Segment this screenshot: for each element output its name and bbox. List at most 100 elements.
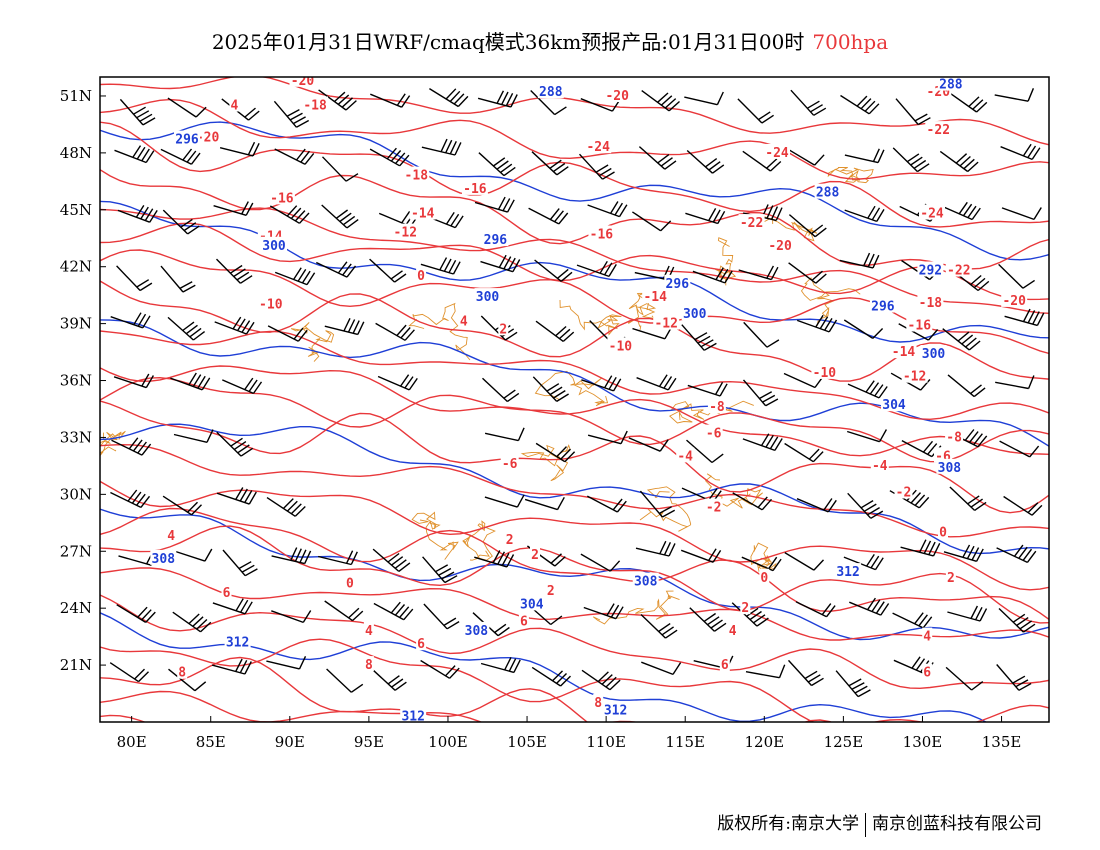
temperature-label-bg (704, 424, 723, 440)
wind-barb (114, 145, 155, 164)
wind-barb-feather (558, 328, 571, 340)
wind-barb-feather (139, 282, 153, 292)
height-label: 312 (401, 709, 424, 724)
wind-barb (535, 442, 576, 463)
wind-barb-shaft (586, 495, 618, 513)
title-main: 2025年01月31日WRF/cmaq模式36km预报产品:01月31日00时 (211, 30, 805, 54)
temperature-label: -6 (706, 427, 722, 442)
wind-barb-shaft (429, 88, 459, 108)
wind-barb-shaft (893, 659, 926, 675)
wind-barb-feather (233, 441, 247, 450)
wind-barb-feather (560, 448, 572, 460)
lat-tick-label: 42N (60, 258, 92, 276)
wind-barb (738, 265, 779, 281)
wind-barb (784, 442, 824, 463)
wind-barb-shaft (117, 209, 150, 223)
wind-barb-feather (503, 256, 512, 270)
wind-barb (788, 214, 827, 238)
height-label: 288 (816, 186, 840, 201)
wind-barb-feather (962, 203, 973, 217)
wind-barb-shaft (784, 442, 814, 463)
wind-barb-feather (976, 101, 988, 113)
height-label: 308 (634, 575, 658, 590)
wind-barb-shaft (578, 153, 604, 180)
wind-barb-feather (975, 548, 984, 562)
temperature-label-bg (934, 447, 952, 463)
wind-barb-feather (910, 156, 923, 166)
wind-barb-feather (601, 674, 613, 685)
wind-barb-feather (968, 340, 981, 351)
wind-barb-feather (922, 440, 934, 453)
wind-barb-feather (972, 99, 984, 110)
wind-barb-feather (505, 331, 518, 341)
height-label-bg (482, 231, 509, 247)
wind-barb-feather (235, 658, 243, 672)
wind-barb-feather (872, 254, 880, 269)
wind-barb (372, 548, 411, 572)
temperature-label-bg (363, 656, 374, 672)
height-label-bg (261, 236, 287, 252)
wind-barb-feather (770, 160, 782, 172)
temperature-contour (100, 714, 147, 722)
temperature-label: -10 (259, 298, 283, 313)
wind-barb-feather (667, 377, 677, 391)
wind-barb (266, 655, 307, 670)
wind-barb-feather (403, 608, 414, 621)
wind-barb (788, 262, 827, 284)
wind-barb (578, 153, 615, 180)
wind-barb (160, 148, 201, 165)
wind-barb-feather (961, 334, 974, 345)
wind-barb (785, 147, 825, 166)
wind-barb-feather (244, 107, 256, 118)
wind-barb-feather (408, 378, 418, 391)
wind-barb-feather (703, 342, 717, 351)
wind-barb (474, 550, 515, 568)
wind-barb-feather (188, 372, 197, 386)
wind-barb-feather (138, 671, 149, 683)
temperature-label: -10 (813, 366, 837, 381)
wind-barb (628, 437, 669, 452)
height-contour (100, 121, 1049, 261)
wind-barb (167, 97, 207, 118)
wind-barb-shaft (534, 259, 562, 282)
wind-barb-feather (503, 389, 516, 399)
wind-barb-shaft (535, 442, 566, 463)
wind-barb-feather (387, 552, 400, 563)
wind-barb-feather (927, 329, 939, 341)
wind-barb-feather (245, 321, 255, 335)
lon-tick-label: 85E (196, 733, 226, 751)
wind-barb-feather (712, 550, 722, 563)
wind-barb-feather (506, 199, 515, 213)
wind-barb (849, 597, 890, 616)
wind-barb-feather (196, 618, 208, 630)
wind-barb-feather (449, 90, 461, 102)
wind-barb-feather (1022, 548, 1033, 561)
wind-barb-feather (400, 374, 410, 387)
wind-barb-feather (807, 674, 821, 683)
wind-barb-feather (180, 218, 193, 228)
wind-barb-shaft (482, 377, 508, 403)
wind-barb-feather (136, 146, 146, 160)
wind-barb (998, 263, 1035, 289)
temperature-contour (100, 400, 1049, 514)
wind-barb-feather (819, 316, 829, 330)
wind-barb (273, 100, 310, 128)
wind-barb-feather (867, 205, 876, 219)
wind-barb-feather (444, 665, 456, 677)
wind-barb-feather (241, 201, 249, 215)
wind-barb-feather (206, 429, 214, 443)
temperature-contour (100, 98, 1049, 180)
wind-barb-feather (554, 210, 564, 223)
wind-barb-feather (813, 559, 825, 571)
temperature-label: -14 (643, 290, 667, 305)
wind-barb-feather (865, 380, 875, 393)
border-line (408, 302, 471, 361)
wind-barb-feather (871, 207, 881, 221)
temperature-label: -20 (768, 239, 792, 254)
height-label-bg (224, 633, 251, 649)
wind-barb-feather (915, 658, 926, 671)
height-label: 312 (604, 704, 627, 719)
wind-barb-feather (448, 259, 457, 274)
wind-barb-feather (857, 689, 871, 698)
wind-barb-feather (297, 269, 307, 282)
